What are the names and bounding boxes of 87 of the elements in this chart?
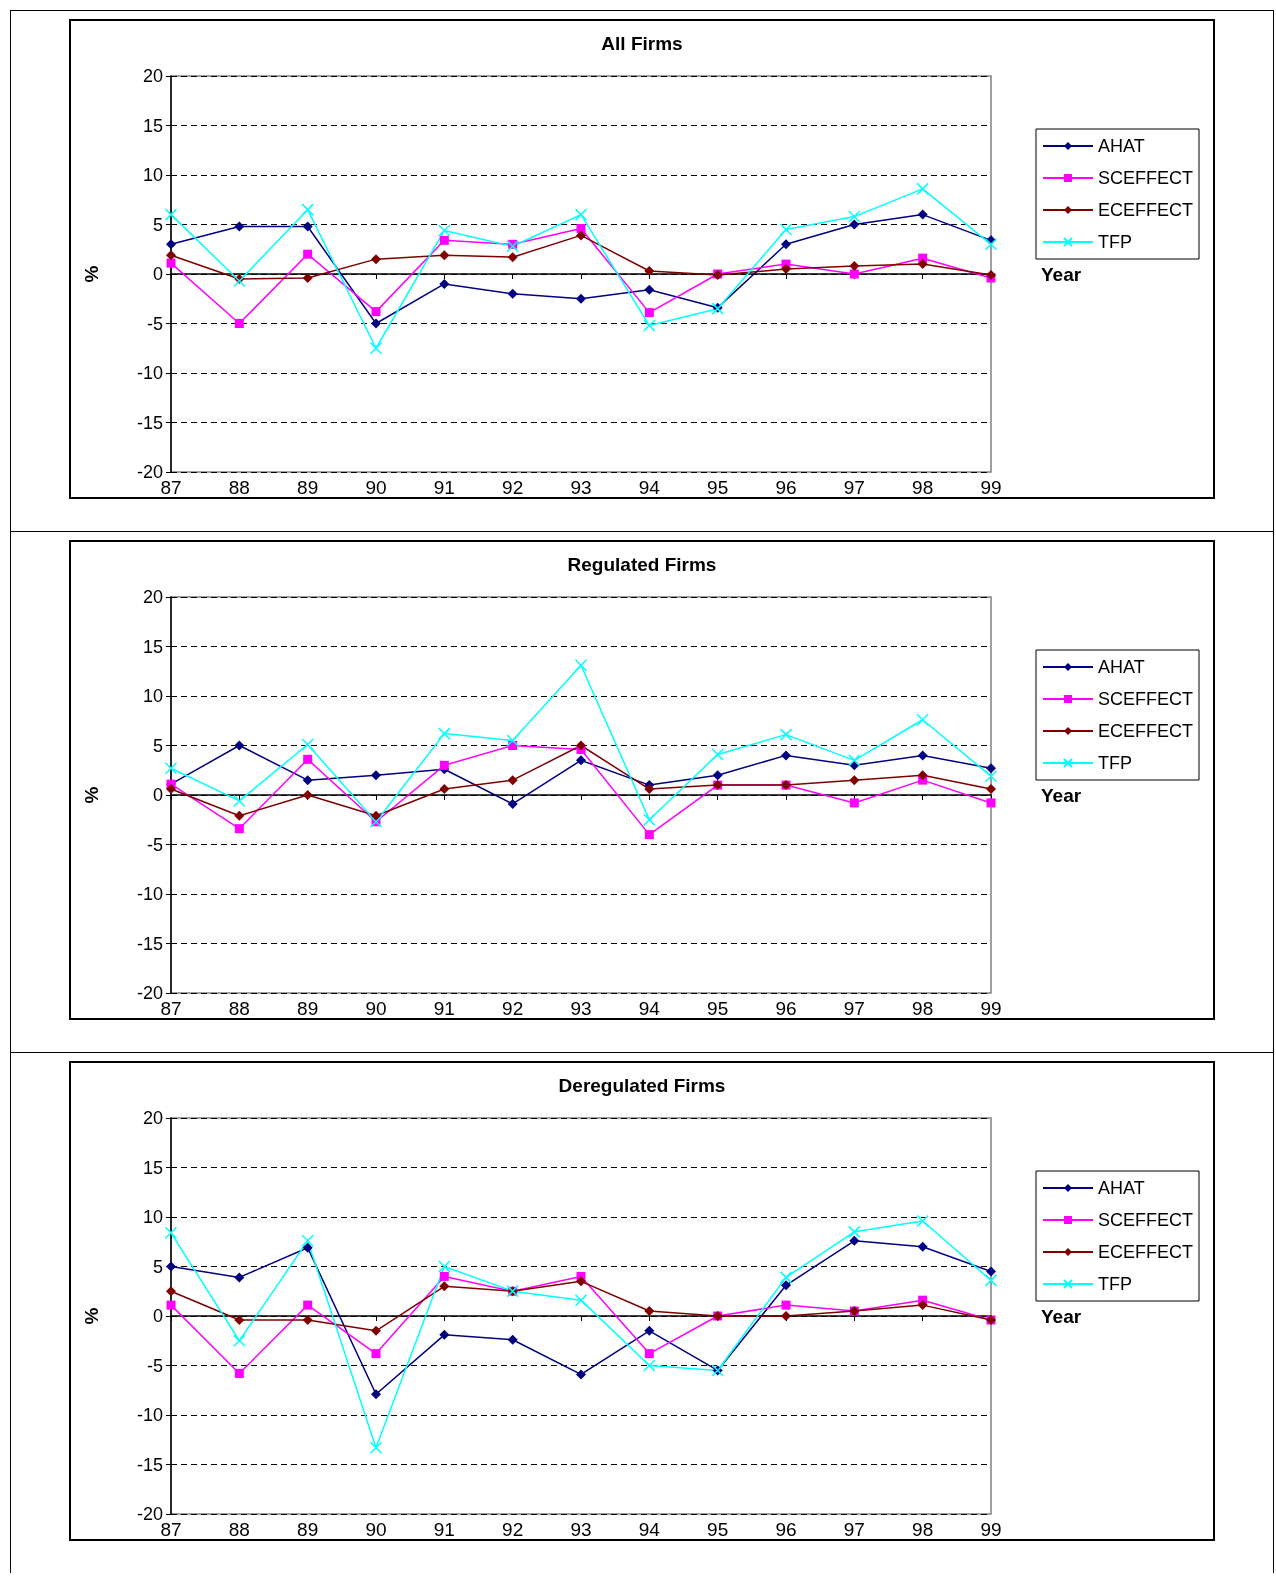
x-tick-label: 96 bbox=[775, 477, 797, 498]
legend-label: AHAT bbox=[1098, 136, 1145, 156]
legend-label: TFP bbox=[1098, 1274, 1132, 1294]
x-tick-label: 94 bbox=[638, 1519, 661, 1540]
y-tick-label: 0 bbox=[152, 1306, 163, 1326]
y-axis-title: % bbox=[81, 1307, 102, 1325]
y-tick-label: 5 bbox=[152, 214, 163, 235]
x-tick-label: 91 bbox=[433, 477, 455, 498]
x-tick-label: 93 bbox=[570, 1519, 592, 1540]
y-tick-label: 15 bbox=[142, 1157, 163, 1178]
x-tick-label: 90 bbox=[365, 477, 387, 498]
x-tick-label: 98 bbox=[912, 477, 934, 498]
legend-label: ECEFFECT bbox=[1098, 200, 1194, 220]
x-tick-label: 97 bbox=[843, 477, 865, 498]
y-tick-label: 15 bbox=[142, 115, 163, 136]
y-tick-label: 15 bbox=[142, 636, 163, 657]
y-tick-label: -20 bbox=[136, 462, 163, 482]
y-tick-label: 20 bbox=[142, 66, 163, 86]
x-tick-label: 92 bbox=[502, 998, 524, 1019]
x-tick-label: 98 bbox=[912, 998, 934, 1019]
y-tick-label: 20 bbox=[142, 1108, 163, 1128]
x-tick-label: 99 bbox=[980, 477, 1002, 498]
x-tick-label: 92 bbox=[502, 1519, 524, 1540]
x-tick-label: 99 bbox=[980, 998, 1002, 1019]
legend-label: ECEFFECT bbox=[1098, 1242, 1194, 1262]
x-tick-label: 93 bbox=[570, 477, 592, 498]
y-tick-label: 0 bbox=[152, 264, 163, 284]
y-tick-label: -5 bbox=[146, 313, 163, 334]
chart-title: Deregulated Firms bbox=[558, 1075, 726, 1096]
x-tick-label: 96 bbox=[775, 998, 797, 1019]
x-tick-label: 97 bbox=[843, 998, 865, 1019]
y-tick-label: 5 bbox=[152, 735, 163, 756]
legend-label: TFP bbox=[1098, 232, 1132, 252]
x-tick-label: 92 bbox=[502, 477, 524, 498]
x-tick-label: 90 bbox=[365, 1519, 387, 1540]
y-tick-label: -5 bbox=[146, 1355, 163, 1376]
legend-label: SCEFFECT bbox=[1098, 689, 1194, 709]
chart-title: Regulated Firms bbox=[567, 554, 717, 575]
x-tick-label: 97 bbox=[843, 1519, 865, 1540]
y-tick-label: 20 bbox=[142, 587, 163, 607]
chart-title: All Firms bbox=[601, 33, 683, 54]
y-tick-label: -15 bbox=[136, 933, 163, 954]
x-tick-label: 89 bbox=[297, 477, 319, 498]
x-tick-label: 91 bbox=[433, 1519, 455, 1540]
x-tick-label: 89 bbox=[297, 1519, 319, 1540]
y-tick-label: 0 bbox=[152, 785, 163, 805]
x-tick-label: 96 bbox=[775, 1519, 797, 1540]
y-tick-label: 10 bbox=[142, 165, 163, 185]
x-tick-label: 87 bbox=[160, 1519, 182, 1540]
y-tick-label: -15 bbox=[136, 412, 163, 433]
y-tick-label: -10 bbox=[136, 884, 163, 904]
legend-label: AHAT bbox=[1098, 657, 1145, 677]
x-tick-label: 91 bbox=[433, 998, 455, 1019]
x-tick-label: 95 bbox=[707, 998, 729, 1019]
y-tick-label: -15 bbox=[136, 1454, 163, 1475]
x-tick-label: 88 bbox=[228, 477, 250, 498]
x-tick-label: 95 bbox=[707, 1519, 729, 1540]
x-tick-label: 89 bbox=[297, 998, 319, 1019]
legend-label: TFP bbox=[1098, 753, 1132, 773]
x-tick-label: 88 bbox=[228, 1519, 250, 1540]
x-tick-label: 99 bbox=[980, 1519, 1002, 1540]
y-tick-label: -10 bbox=[136, 363, 163, 383]
y-tick-label: -20 bbox=[136, 983, 163, 1003]
x-tick-label: 87 bbox=[160, 477, 182, 498]
x-tick-label: 90 bbox=[365, 998, 387, 1019]
x-tick-label: 94 bbox=[638, 998, 661, 1019]
x-tick-label: 88 bbox=[228, 998, 250, 1019]
x-tick-label: 95 bbox=[707, 477, 729, 498]
y-axis-title: % bbox=[81, 786, 102, 804]
legend-label: SCEFFECT bbox=[1098, 168, 1194, 188]
x-axis-title: Year bbox=[1041, 784, 1082, 806]
y-tick-label: 5 bbox=[152, 1256, 163, 1277]
x-axis-title: Year bbox=[1041, 1305, 1082, 1327]
x-tick-label: 94 bbox=[638, 477, 661, 498]
y-tick-label: -20 bbox=[136, 1504, 163, 1524]
legend-label: AHAT bbox=[1098, 1178, 1145, 1198]
legend-label: ECEFFECT bbox=[1098, 721, 1194, 741]
y-tick-label: 10 bbox=[142, 686, 163, 706]
x-tick-label: 87 bbox=[160, 998, 182, 1019]
x-tick-label: 98 bbox=[912, 1519, 934, 1540]
y-axis-title: % bbox=[81, 265, 102, 283]
y-tick-label: -10 bbox=[136, 1405, 163, 1425]
legend-label: SCEFFECT bbox=[1098, 1210, 1194, 1230]
x-tick-label: 93 bbox=[570, 998, 592, 1019]
x-axis-title: Year bbox=[1041, 263, 1082, 285]
y-tick-label: -5 bbox=[146, 834, 163, 855]
y-tick-label: 10 bbox=[142, 1207, 163, 1227]
